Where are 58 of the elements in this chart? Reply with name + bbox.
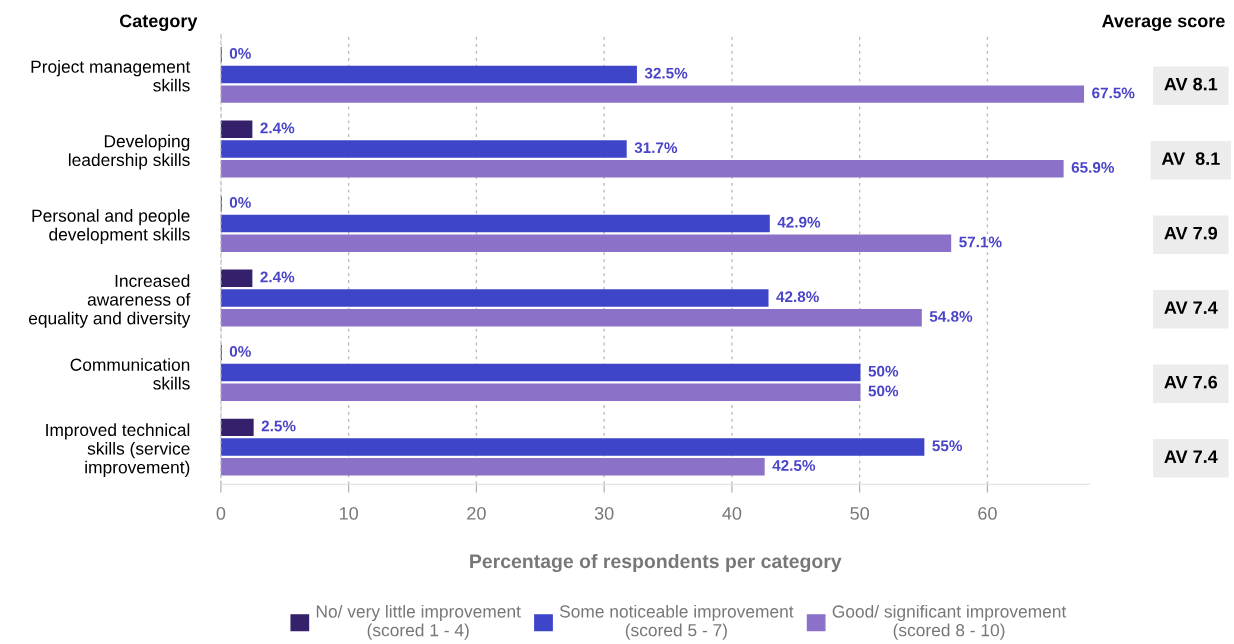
x-tick-label: 30 xyxy=(594,506,614,520)
data-label: 54.8% xyxy=(929,311,973,322)
x-tick-label: 60 xyxy=(978,506,997,520)
x-tick-label: 20 xyxy=(467,506,486,520)
bar xyxy=(220,438,925,456)
text: AV 7.6 xyxy=(1164,375,1218,389)
data-label: 50% xyxy=(868,385,899,397)
y-axis-title: Category xyxy=(119,14,198,31)
data-label: 42.8% xyxy=(776,291,819,303)
text: AV 8.1 xyxy=(1164,77,1218,91)
bar xyxy=(220,383,861,401)
data-label: 2.4% xyxy=(260,122,295,134)
data-label: 0% xyxy=(229,48,251,59)
x-axis-title: Percentage of respondents per category xyxy=(470,553,842,573)
text: AV 7.9 xyxy=(1164,226,1218,240)
bar xyxy=(220,363,861,382)
data-label: 50% xyxy=(868,365,899,377)
x-tick-label: 40 xyxy=(722,506,742,520)
data-label: 65.9% xyxy=(1071,162,1115,173)
x-tick-label: 50 xyxy=(850,506,869,520)
y-tick-label: Personal and people development skills xyxy=(32,209,190,244)
y-tick-label: Developing leadership skills xyxy=(68,134,190,170)
bar xyxy=(220,140,627,158)
legend-label: Good/ significant improvement (scored 8 - 10) xyxy=(832,604,1067,640)
bar xyxy=(220,214,770,233)
data-label: 32.5% xyxy=(644,67,688,79)
text: AV 7.4 xyxy=(1164,301,1218,314)
data-label: 57.1% xyxy=(959,236,1002,248)
text: Average score xyxy=(1102,14,1225,31)
bar xyxy=(220,234,952,252)
x-tick-label: 10 xyxy=(339,506,358,520)
bar xyxy=(220,289,769,307)
y-tick-label: Improved technical skills (service improvement) xyxy=(46,423,190,477)
data-label: 55% xyxy=(932,440,963,452)
data-label: 67.5% xyxy=(1092,87,1135,99)
bar xyxy=(220,458,765,476)
data-label: 42.9% xyxy=(777,216,821,228)
legend-label: No/ very little improvement (scored 1 - 4) xyxy=(316,604,521,640)
data-label: 42.5% xyxy=(772,460,816,471)
text: AV 7.4 xyxy=(1164,450,1218,463)
legend-label: Some noticeable improvement (scored 5 - 7) xyxy=(559,604,794,640)
bar xyxy=(220,160,1064,178)
data-label: 0% xyxy=(229,197,251,208)
bar xyxy=(220,85,1085,103)
y-tick-label: Increased awareness of equality and diversity xyxy=(28,274,191,328)
y-tick-label: Project management skills xyxy=(31,60,191,92)
data-label: 2.5% xyxy=(261,420,296,432)
text: AV 8.1 xyxy=(1161,152,1220,166)
bar xyxy=(220,120,253,138)
bar xyxy=(220,418,254,436)
y-tick-label: Communication skills xyxy=(70,358,190,390)
data-label: 31.7% xyxy=(634,142,678,154)
bar xyxy=(220,309,922,327)
data-label: 2.4% xyxy=(260,271,295,283)
x-tick-label: 0 xyxy=(216,506,226,520)
data-label: 0% xyxy=(229,346,251,357)
bar xyxy=(220,269,253,287)
bar xyxy=(220,65,637,84)
